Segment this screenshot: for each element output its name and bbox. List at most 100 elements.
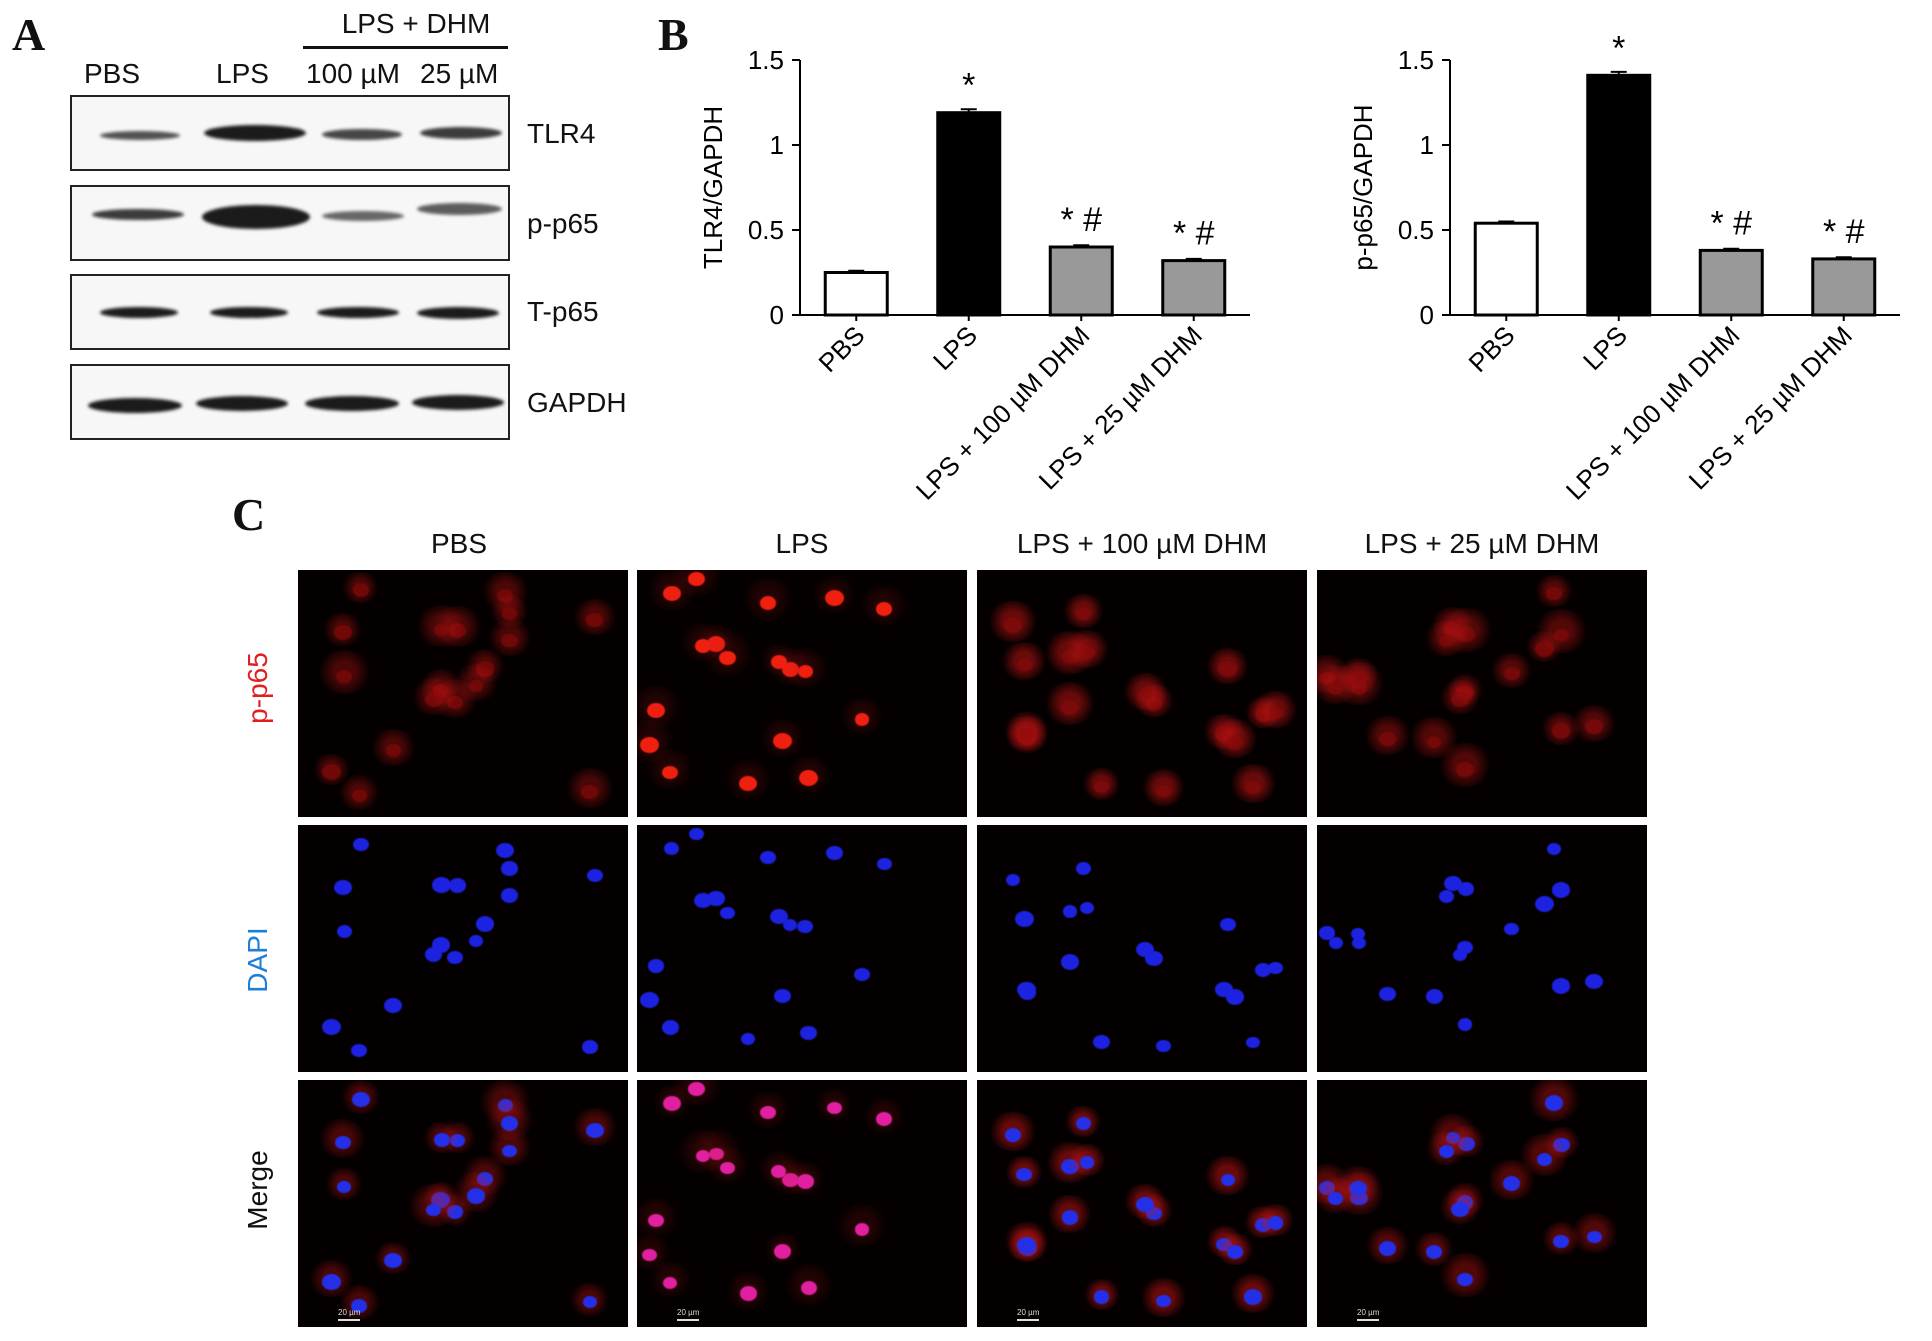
cell-nucleus xyxy=(1349,1180,1367,1196)
cell-nucleus xyxy=(648,1214,664,1228)
band xyxy=(88,398,182,413)
cell-nucleus xyxy=(1080,901,1095,914)
micrograph-p-p65-2 xyxy=(637,570,967,817)
cell-nucleus xyxy=(468,679,484,693)
cell-nucleus xyxy=(1438,1145,1454,1158)
cell-nucleus xyxy=(1546,586,1563,601)
tlr4-significance-label: * xyxy=(962,67,975,105)
cell-nucleus xyxy=(1544,1095,1564,1112)
cell-nucleus xyxy=(1016,658,1032,672)
band xyxy=(196,396,288,411)
cell-nucleus xyxy=(582,1296,597,1309)
cell-nucleus xyxy=(1225,989,1244,1005)
cell-nucleus xyxy=(1457,626,1476,642)
cell-nucleus xyxy=(773,1243,792,1259)
cell-nucleus xyxy=(1552,1137,1570,1153)
cell-nucleus xyxy=(854,967,871,982)
cell-nucleus xyxy=(1426,1244,1443,1259)
cell-nucleus xyxy=(1019,728,1034,741)
cell-nucleus xyxy=(448,878,467,893)
cell-nucleus xyxy=(350,1298,368,1313)
cell-nucleus xyxy=(433,1133,450,1147)
cell-nucleus xyxy=(1156,785,1171,798)
cell-nucleus xyxy=(496,842,515,859)
cell-nucleus xyxy=(640,991,659,1008)
cell-nucleus xyxy=(800,1025,818,1041)
cell-nucleus xyxy=(497,1099,513,1113)
cell-nucleus xyxy=(1017,1236,1036,1253)
micrograph-p-p65-1 xyxy=(298,570,628,817)
p-p65-y-axis-label: p-p65/GAPDH xyxy=(1348,104,1378,270)
cell-nucleus xyxy=(825,845,843,860)
cell-nucleus xyxy=(1551,978,1571,994)
cell-nucleus xyxy=(1004,1128,1021,1142)
cell-nucleus xyxy=(1005,874,1020,887)
blot-tlr4 xyxy=(70,95,510,171)
cell-nucleus xyxy=(798,665,813,678)
cell-nucleus xyxy=(1061,700,1079,715)
cell-nucleus xyxy=(695,1149,710,1162)
blot-label-p-p65: p-p65 xyxy=(527,208,599,239)
cell-nucleus xyxy=(771,1165,787,1179)
cell-nucleus xyxy=(1458,1137,1475,1152)
band xyxy=(412,395,504,410)
band xyxy=(317,307,399,318)
cell-nucleus xyxy=(1458,882,1475,896)
scale-bar-label: 20 µm xyxy=(338,1308,361,1317)
scale-bar xyxy=(677,1319,699,1321)
cell-nucleus xyxy=(688,827,704,841)
blot-t-p65 xyxy=(70,274,510,350)
cell-nucleus xyxy=(854,713,870,726)
panel-label-c: C xyxy=(232,489,266,540)
micrograph-p-p65-4 xyxy=(1317,570,1647,817)
cell-nucleus xyxy=(719,906,735,920)
cell-nucleus xyxy=(739,1286,757,1301)
cell-nucleus xyxy=(1586,1230,1602,1243)
cell-nucleus xyxy=(1552,723,1570,739)
cell-nucleus xyxy=(1156,1294,1171,1308)
band xyxy=(305,396,399,411)
cell-nucleus xyxy=(1136,942,1155,958)
cell-nucleus xyxy=(1456,761,1474,777)
cell-nucleus xyxy=(469,935,484,948)
cell-nucleus xyxy=(1450,1201,1470,1218)
cell-nucleus xyxy=(1378,731,1396,747)
cell-nucleus xyxy=(783,919,798,932)
micrograph-dapi-4 xyxy=(1317,825,1647,1072)
cell-nucleus xyxy=(800,1281,818,1296)
cell-nucleus xyxy=(447,1205,464,1219)
band xyxy=(420,127,502,139)
cell-nucleus xyxy=(772,733,792,750)
cell-nucleus xyxy=(1547,842,1562,855)
cell-nucleus xyxy=(824,589,844,606)
cell-nucleus xyxy=(663,1276,678,1289)
cell-nucleus xyxy=(1268,706,1283,720)
wb-group-header: LPS + DHM xyxy=(341,8,491,39)
tlr4-bar xyxy=(823,271,889,317)
cell-nucleus xyxy=(351,1044,367,1058)
blot-label-gapdh: GAPDH xyxy=(527,387,627,418)
cell-nucleus xyxy=(1061,1210,1079,1225)
cell-nucleus xyxy=(425,947,443,963)
cell-nucleus xyxy=(797,919,814,934)
cell-nucleus xyxy=(1319,1181,1335,1195)
cell-nucleus xyxy=(1378,986,1397,1002)
cell-nucleus xyxy=(708,1147,724,1161)
cell-nucleus xyxy=(1585,974,1603,989)
cell-nucleus xyxy=(336,925,352,938)
tlr4-bar xyxy=(1048,245,1114,317)
cell-nucleus xyxy=(322,1018,341,1035)
if-column-pbs: PBS xyxy=(430,528,488,559)
cell-nucleus xyxy=(1503,666,1520,681)
cell-nucleus xyxy=(322,764,341,780)
cell-nucleus xyxy=(1075,607,1091,621)
cell-nucleus xyxy=(642,1249,657,1262)
band xyxy=(210,307,288,318)
cell-nucleus xyxy=(1226,1245,1243,1260)
cell-nucleus xyxy=(500,1116,519,1131)
cell-nucleus xyxy=(1438,889,1454,903)
cell-nucleus xyxy=(1457,1018,1473,1031)
cell-nucleus xyxy=(1093,1290,1110,1304)
cell-nucleus xyxy=(1094,780,1110,794)
if-row-label-dapi: DAPI xyxy=(242,927,273,993)
